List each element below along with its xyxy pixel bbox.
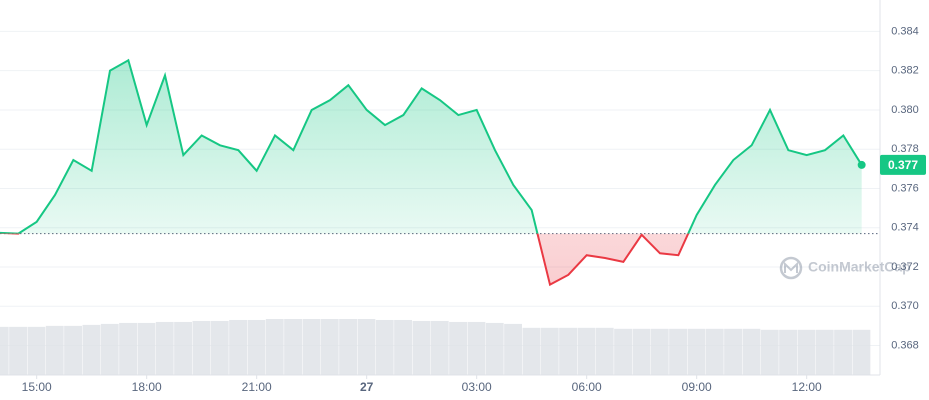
volume-bar	[485, 322, 504, 375]
volume-bar	[412, 320, 431, 375]
y-tick-label: 0.370	[891, 300, 919, 312]
volume-bar	[247, 319, 266, 375]
y-tick-label: 0.376	[891, 182, 919, 194]
last-point	[857, 160, 866, 169]
x-tick-label: 06:00	[572, 380, 602, 394]
volume-bar	[320, 319, 339, 375]
x-tick-label: 15:00	[22, 380, 52, 394]
volume-bar	[229, 319, 247, 375]
volume-bar	[650, 328, 669, 375]
x-tick-label: 27	[360, 380, 374, 394]
volume-bar	[265, 319, 284, 375]
watermark: CoinMarketCap	[779, 256, 911, 280]
volume-bar	[449, 321, 467, 375]
volume-bar	[559, 327, 577, 375]
volume-bar	[64, 325, 82, 375]
y-tick-label: 0.380	[891, 104, 919, 116]
volume-bar	[375, 319, 394, 375]
volume-bar	[357, 319, 376, 375]
x-tick-label: 21:00	[242, 380, 272, 394]
y-tick-label: 0.378	[891, 143, 919, 155]
volume-bar	[815, 329, 834, 375]
volume-bar	[192, 320, 211, 375]
x-tick-label: 18:00	[132, 380, 162, 394]
volume-bar	[100, 323, 119, 375]
volume-bar	[119, 322, 137, 375]
y-tick-label: 0.384	[891, 25, 919, 37]
volume-bar	[137, 322, 156, 375]
volume-bar	[339, 319, 357, 375]
volume-bar	[577, 327, 596, 375]
volume-bar	[632, 328, 651, 375]
price-tag-label: 0.377	[888, 158, 918, 172]
volume-bar	[522, 327, 541, 375]
y-tick-label: 0.382	[891, 65, 919, 77]
volume-bar	[504, 323, 522, 375]
volume-bar	[9, 326, 27, 375]
y-tick-label: 0.372	[891, 261, 919, 273]
volume-bar	[45, 325, 64, 375]
volume-bar	[27, 326, 46, 375]
y-tick-label: 0.374	[891, 222, 919, 234]
volume-bar	[724, 328, 742, 375]
volume-bar	[760, 329, 779, 375]
volume-bar	[687, 328, 706, 375]
volume-bar	[0, 326, 9, 375]
volume-bar	[174, 321, 192, 375]
volume-bar	[595, 327, 614, 375]
x-tick-label: 03:00	[462, 380, 492, 394]
volume-bar	[284, 319, 302, 375]
volume-bar	[614, 328, 632, 375]
volume-bar	[430, 320, 449, 375]
watermark-text: CoinMarketCap	[808, 259, 911, 275]
line-up	[0, 58, 863, 234]
area-up	[0, 60, 862, 234]
y-tick-label: 0.368	[891, 339, 919, 351]
volume-bar	[210, 320, 229, 375]
volume-bar	[779, 329, 797, 375]
volume-bar	[742, 328, 761, 375]
volume-bar	[155, 321, 174, 375]
volume-bar	[467, 321, 486, 375]
x-tick-label: 12:00	[792, 380, 822, 394]
volume-bar	[82, 324, 101, 375]
volume-bar	[834, 329, 852, 375]
volume-bar	[705, 328, 724, 375]
volume-bar	[394, 319, 412, 375]
volume-bar	[669, 328, 687, 375]
volume-bar	[540, 327, 559, 375]
price-tag	[880, 154, 926, 175]
volume-bar	[797, 329, 816, 375]
volume-bar	[302, 319, 321, 375]
volume-bar	[852, 329, 871, 375]
x-tick-label: 09:00	[682, 380, 712, 394]
